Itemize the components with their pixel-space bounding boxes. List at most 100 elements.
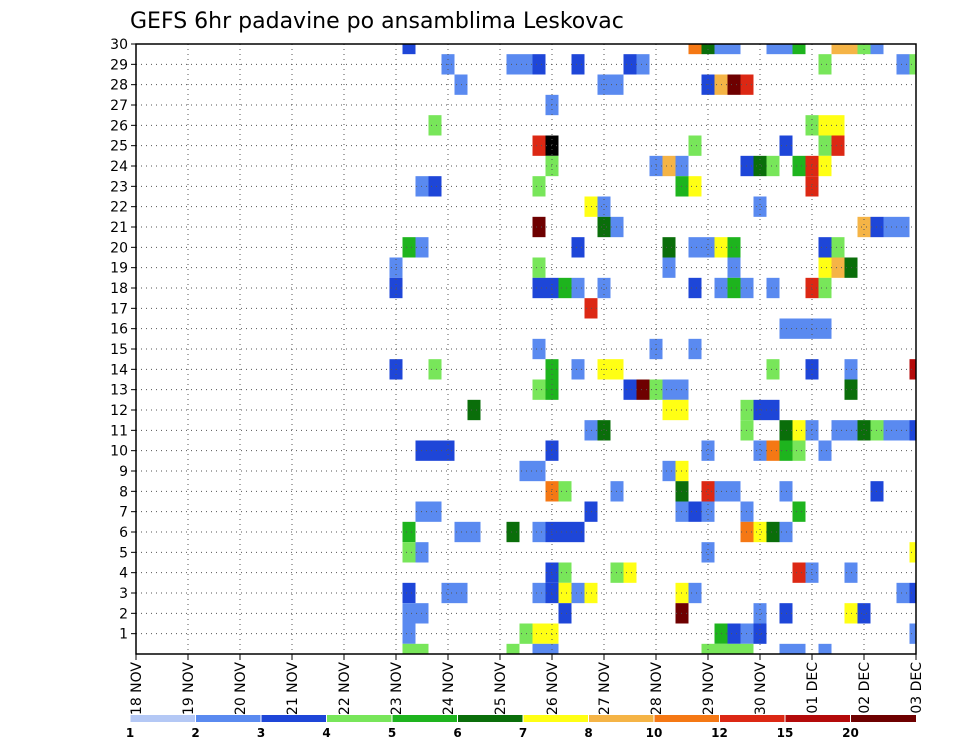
heatmap-cell <box>831 115 845 136</box>
heatmap-cell <box>792 155 806 177</box>
heatmap-cell <box>818 115 832 136</box>
colorbar-label: 5 <box>388 726 396 740</box>
heatmap-cell <box>506 521 520 543</box>
colorbar-label: 12 <box>711 726 728 740</box>
colorbar-swatch <box>588 715 654 722</box>
heatmap-cells <box>389 44 916 654</box>
colorbar-swatch <box>785 715 851 722</box>
heatmap-cell <box>441 440 455 461</box>
y-tick-label: 11 <box>110 423 128 439</box>
y-tick-label: 23 <box>110 179 128 195</box>
heatmap-cell <box>831 237 845 258</box>
y-tick-label: 21 <box>110 220 128 236</box>
y-tick-label: 6 <box>119 525 128 541</box>
y-tick-label: 8 <box>119 484 128 500</box>
heatmap-cell <box>896 216 910 238</box>
x-tick-label: 02 DEC <box>857 662 873 714</box>
y-tick-label: 9 <box>119 464 128 480</box>
heatmap-cell <box>831 44 845 55</box>
heatmap-cell <box>818 257 832 278</box>
colorbar: 1 2 3 4 5 6 7 8 10 12 15 20 <box>126 715 916 740</box>
heatmap-cell <box>597 420 611 441</box>
heatmap-cell <box>688 44 702 55</box>
x-tick-label: 27 NOV <box>597 662 613 716</box>
heatmap-cell <box>532 54 546 75</box>
heatmap-cell <box>571 521 585 543</box>
heatmap-cell <box>818 318 832 339</box>
heatmap-cell <box>753 623 767 644</box>
heatmap-cell <box>623 379 637 400</box>
heatmap-cell <box>857 216 871 238</box>
heatmap-cell <box>818 135 832 156</box>
chart-title: GEFS 6hr padavine po ansamblima Leskovac <box>130 9 624 34</box>
heatmap-cell <box>532 176 546 197</box>
heatmap-cell <box>870 44 884 55</box>
heatmap-cell <box>779 44 793 55</box>
heatmap-cell <box>766 44 780 55</box>
colorbar-label: 6 <box>453 726 461 740</box>
colorbar-label: 2 <box>191 726 199 740</box>
heatmap-cell <box>701 237 715 258</box>
colorbar-swatch <box>654 715 720 722</box>
heatmap-cell <box>532 135 546 156</box>
heatmap-cell <box>909 359 916 380</box>
heatmap-cell <box>467 521 481 543</box>
heatmap-cell <box>896 420 910 441</box>
x-tick-label: 22 NOV <box>337 662 353 716</box>
heatmap-cell <box>883 420 897 441</box>
heatmap-cell <box>428 115 442 136</box>
heatmap-cell <box>792 420 806 441</box>
heatmap-cell <box>753 440 767 461</box>
y-tick-label: 18 <box>110 281 128 297</box>
heatmap-cell <box>662 460 676 482</box>
heatmap-cell <box>688 237 702 258</box>
y-tick-label: 5 <box>119 545 128 561</box>
heatmap-cell <box>688 176 702 197</box>
y-tick-label: 1 <box>119 627 128 643</box>
heatmap-cell <box>909 582 916 604</box>
heatmap-cell <box>701 481 715 502</box>
heatmap-cell <box>714 44 728 55</box>
heatmap-cell <box>727 277 741 299</box>
x-tick-label: 26 NOV <box>545 662 561 716</box>
heatmap-cell <box>701 440 715 461</box>
heatmap-cell <box>532 379 546 400</box>
heatmap-cell <box>532 643 546 654</box>
colorbar-label: 8 <box>584 726 592 740</box>
heatmap-cell <box>818 237 832 258</box>
colorbar-swatch <box>457 715 523 722</box>
heatmap-cell <box>831 420 845 441</box>
heatmap-cell <box>402 44 416 55</box>
heatmap-cell <box>662 237 676 258</box>
heatmap-cell <box>402 237 416 258</box>
colorbar-label: 4 <box>322 726 330 740</box>
y-tick-label: 20 <box>110 240 128 256</box>
heatmap-cell <box>766 399 780 421</box>
colorbar-label: 10 <box>646 726 663 740</box>
heatmap-cell <box>532 277 546 299</box>
heatmap-cell <box>662 257 676 278</box>
colorbar-label: 1 <box>126 726 134 740</box>
heatmap-cell <box>818 277 832 299</box>
heatmap-cell <box>792 643 806 654</box>
heatmap-cell <box>844 44 858 55</box>
heatmap-cell <box>428 440 442 461</box>
colorbar-label: 7 <box>519 726 527 740</box>
heatmap-cell <box>402 582 416 604</box>
heatmap-cell <box>441 582 455 604</box>
x-tick-label: 24 NOV <box>441 662 457 716</box>
heatmap-cell <box>532 216 546 238</box>
heatmap-cell <box>766 359 780 380</box>
heatmap-cell <box>818 54 832 75</box>
heatmap-cell <box>909 623 916 644</box>
heatmap-cell <box>558 481 572 502</box>
grid-lines <box>136 43 916 654</box>
heatmap-cell <box>532 623 546 644</box>
heatmap-cell <box>831 257 845 278</box>
heatmap-cell <box>428 359 442 380</box>
heatmap-cell <box>792 562 806 583</box>
heatmap-cell <box>883 216 897 238</box>
heatmap-cell <box>727 237 741 258</box>
heatmap-cell <box>857 420 871 441</box>
